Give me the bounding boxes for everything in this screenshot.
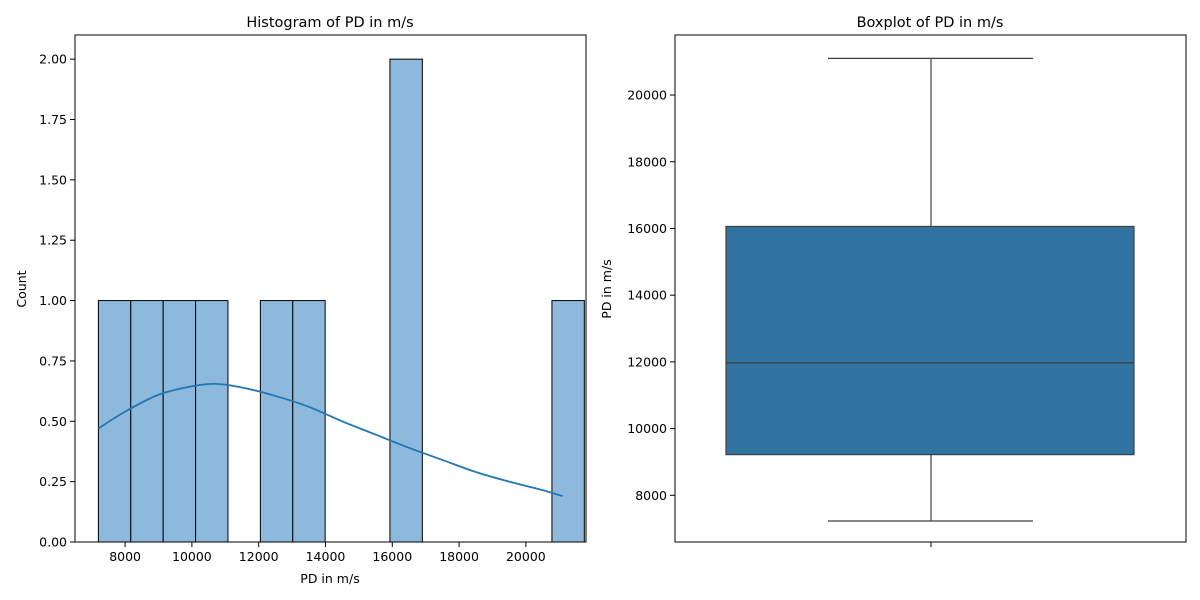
histogram-panel: Histogram of PD in m/s 8000 10000 12000 140… xyxy=(14,15,587,586)
y-tick-label: 1.25 xyxy=(39,233,67,248)
histogram-bar xyxy=(551,300,585,543)
y-tick-label: 1.75 xyxy=(39,112,67,127)
boxplot-panel: Boxplot of PD in m/s 8000 10000 12000 14000… xyxy=(599,15,1187,547)
x-tick-label: 10000 xyxy=(172,549,212,564)
histogram-frame xyxy=(74,34,587,543)
histogram-bar xyxy=(292,300,326,543)
y-tick-label: 14000 xyxy=(627,288,667,303)
y-tick-label: 8000 xyxy=(635,488,667,503)
iqr-box xyxy=(725,225,1135,456)
kde-line xyxy=(97,382,563,497)
boxplot-shapes xyxy=(725,57,1135,522)
histogram-bar xyxy=(389,58,423,543)
histogram-bar xyxy=(97,300,132,543)
histogram-x-label: PD in m/s xyxy=(300,571,359,586)
histogram-bars xyxy=(97,58,585,543)
y-tick-label: 16000 xyxy=(627,221,667,236)
histogram-y-label: Count xyxy=(14,270,29,307)
x-tick-label: 18000 xyxy=(439,549,479,564)
histogram-bar xyxy=(130,300,164,543)
x-tick-label: 16000 xyxy=(372,549,412,564)
x-tick-label: 20000 xyxy=(506,549,546,564)
histogram-title: Histogram of PD in m/s xyxy=(246,15,413,31)
histogram-y-ticks: 0.00 0.25 0.50 0.75 1.00 1.25 1.50 1.75 2.00 xyxy=(39,52,75,550)
y-tick-label: 1.00 xyxy=(39,293,67,308)
y-tick-label: 20000 xyxy=(627,88,667,103)
y-tick-label: 0.00 xyxy=(39,535,67,550)
x-tick-label: 12000 xyxy=(239,549,279,564)
histogram-bar xyxy=(195,300,229,543)
histogram-bar xyxy=(162,300,197,543)
boxplot-y-label: PD in m/s xyxy=(599,259,614,318)
y-tick-label: 2.00 xyxy=(39,52,67,67)
histogram-x-ticks: 8000 10000 12000 14000 16000 18000 20000 xyxy=(109,542,546,564)
y-tick-label: 0.25 xyxy=(39,474,67,489)
histogram-bar xyxy=(259,300,294,543)
x-tick-label: 14000 xyxy=(306,549,346,564)
boxplot-title: Boxplot of PD in m/s xyxy=(857,15,1004,31)
y-tick-label: 12000 xyxy=(627,354,667,369)
y-tick-label: 1.50 xyxy=(39,172,67,187)
y-tick-label: 0.50 xyxy=(39,414,67,429)
boxplot-y-ticks: 8000 10000 12000 14000 16000 18000 20000 xyxy=(627,88,675,503)
x-tick-label: 8000 xyxy=(109,549,141,564)
y-tick-label: 0.75 xyxy=(39,353,67,368)
y-tick-label: 10000 xyxy=(627,421,667,436)
y-tick-label: 18000 xyxy=(627,154,667,169)
